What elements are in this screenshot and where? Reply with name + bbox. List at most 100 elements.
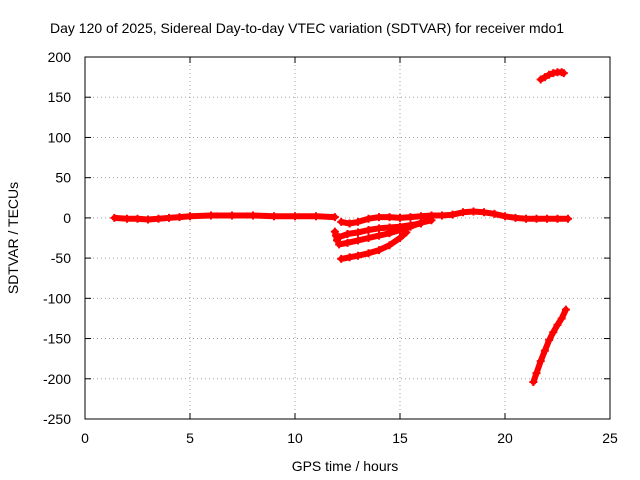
data-point: [402, 228, 411, 237]
data-point: [559, 69, 568, 78]
data-point: [364, 234, 373, 242]
x-tick-label: 25: [602, 430, 618, 446]
y-tick-label: -250: [43, 411, 71, 427]
data-point: [291, 212, 299, 221]
data-point: [427, 216, 436, 225]
data-point: [396, 234, 404, 242]
y-tick-label: 0: [63, 210, 71, 226]
data-point: [536, 75, 545, 84]
data-series: [110, 68, 572, 386]
data-point: [540, 73, 549, 82]
series-upper-arc: [536, 68, 568, 84]
x-tick-label: 0: [81, 430, 89, 446]
data-point: [543, 214, 551, 223]
y-tick-label: -200: [43, 371, 71, 387]
series-outliers: [330, 227, 341, 245]
data-point: [385, 241, 394, 250]
data-point: [375, 231, 383, 240]
data-point: [354, 251, 362, 260]
data-point: [364, 214, 373, 223]
data-point: [385, 213, 394, 222]
data-point: [331, 231, 340, 240]
series-falling-track: [529, 305, 570, 386]
plot-frame: [84, 56, 611, 420]
data-point: [364, 249, 373, 258]
y-tick-label: -100: [43, 290, 71, 306]
data-point: [175, 213, 184, 222]
data-point: [333, 236, 341, 245]
data-point: [396, 222, 404, 231]
data-point: [154, 214, 163, 223]
data-point: [165, 213, 173, 222]
y-axis-label: SDTVAR / TECUs: [5, 182, 21, 294]
data-point: [375, 213, 383, 222]
axes-ticks: 0 5 10 15 20 25 200 150 100 50 0 -50 -100 -150 -200 -25…: [43, 49, 618, 446]
data-point: [364, 225, 373, 234]
data-point: [545, 336, 554, 345]
data-point: [312, 212, 320, 221]
data-point: [375, 246, 383, 255]
series-upper-branch: [337, 207, 572, 228]
data-point: [540, 346, 549, 355]
data-point: [406, 213, 415, 222]
data-point: [417, 219, 425, 228]
y-tick-label: -150: [43, 331, 71, 347]
data-point: [448, 210, 457, 219]
data-point: [354, 236, 362, 245]
data-point: [501, 212, 509, 221]
data-point: [337, 254, 346, 263]
data-point: [385, 223, 394, 232]
data-point: [480, 208, 488, 217]
data-point: [557, 314, 566, 323]
data-point: [330, 213, 339, 222]
data-point: [207, 211, 215, 220]
y-tick-label: -50: [51, 250, 71, 266]
series-lower-branch: [337, 228, 411, 263]
y-tick-label: 200: [48, 49, 72, 65]
data-point: [330, 227, 339, 236]
data-point: [522, 214, 530, 223]
data-point: [545, 70, 554, 79]
data-point: [144, 215, 152, 224]
series-main-track: [110, 211, 339, 224]
x-tick-label: 20: [497, 430, 513, 446]
y-tick-label: 150: [48, 89, 72, 105]
data-point: [564, 214, 572, 223]
data-point: [553, 214, 562, 223]
data-point: [110, 213, 119, 222]
data-point: [345, 253, 354, 262]
x-tick-label: 15: [392, 430, 408, 446]
data-point: [549, 328, 558, 337]
data-point: [375, 224, 383, 233]
data-point: [532, 214, 541, 223]
data-point: [343, 229, 352, 238]
data-point: [123, 214, 131, 223]
y-tick-label: 50: [55, 170, 71, 186]
x-tick-label: 10: [287, 430, 303, 446]
data-point: [511, 213, 520, 222]
data-point: [529, 377, 538, 386]
data-point: [249, 211, 257, 220]
data-point: [343, 238, 352, 247]
data-point: [270, 212, 278, 221]
chart-title: Day 120 of 2025, Sidereal Day-to-day VTE…: [50, 20, 564, 36]
data-point: [228, 211, 236, 220]
data-point: [354, 217, 362, 226]
data-point: [438, 211, 446, 220]
data-point: [490, 209, 499, 218]
data-point: [561, 305, 570, 314]
data-point: [553, 320, 562, 329]
x-tick-label: 5: [186, 430, 194, 446]
data-point: [354, 228, 362, 237]
data-point: [396, 213, 404, 222]
data-point: [337, 217, 346, 226]
data-point: [469, 207, 478, 216]
x-axis-label: GPS time / hours: [292, 458, 399, 474]
data-point: [406, 221, 415, 230]
data-point: [532, 369, 541, 378]
data-point: [459, 208, 467, 217]
data-point: [186, 212, 194, 221]
data-point: [536, 357, 545, 366]
